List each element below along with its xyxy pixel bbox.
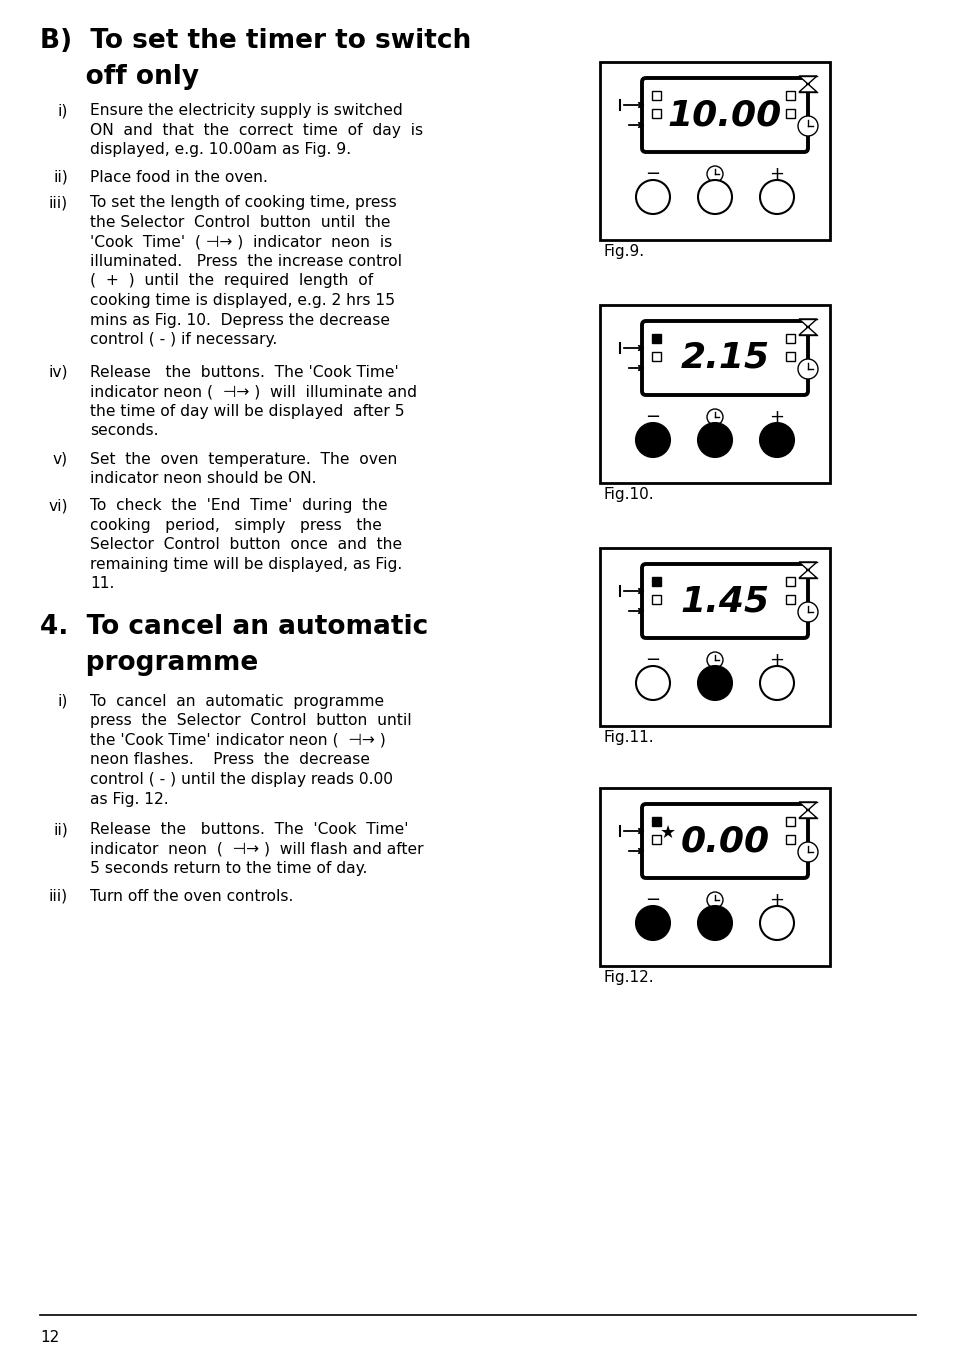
Bar [651, 817, 660, 826]
Bar [651, 334, 660, 343]
Text: −: − [645, 408, 659, 426]
Bar [599, 306, 829, 483]
Circle shape [797, 116, 817, 137]
Text: 0.00: 0.00 [679, 823, 769, 859]
Text: To  check  the  'End  Time'  during  the
cooking   period,   simply   press   th: To check the 'End Time' during the cooki… [90, 498, 402, 591]
Polygon shape [799, 810, 816, 818]
Text: Ensure the electricity supply is switched
ON  and  that  the  correct  time  of : Ensure the electricity supply is switche… [90, 103, 423, 157]
Polygon shape [799, 562, 816, 571]
Bar [651, 91, 660, 100]
Text: Set  the  oven  temperature.  The  oven
indicator neon should be ON.: Set the oven temperature. The oven indic… [90, 452, 397, 487]
Circle shape [698, 667, 731, 700]
Text: To set the length of cooking time, press
the Selector  Control  button  until  t: To set the length of cooking time, press… [90, 195, 401, 347]
FancyBboxPatch shape [641, 78, 807, 151]
Text: −: − [645, 165, 659, 183]
Text: ii): ii) [53, 169, 68, 185]
Text: iii): iii) [49, 888, 68, 903]
Polygon shape [799, 319, 816, 327]
Polygon shape [799, 76, 816, 84]
Bar [785, 836, 794, 844]
Polygon shape [799, 327, 816, 335]
Circle shape [706, 166, 722, 183]
Circle shape [636, 423, 669, 457]
Bar [599, 788, 829, 965]
Circle shape [636, 180, 669, 214]
Text: ★: ★ [659, 823, 676, 842]
Circle shape [797, 360, 817, 379]
Circle shape [760, 180, 793, 214]
Circle shape [760, 906, 793, 940]
Bar [651, 836, 660, 844]
Text: +: + [769, 652, 783, 669]
Text: Fig.9.: Fig.9. [603, 243, 644, 260]
Text: v): v) [52, 452, 68, 466]
Bar [599, 548, 829, 726]
Text: iii): iii) [49, 195, 68, 210]
Bar [651, 352, 660, 361]
Text: programme: programme [40, 650, 258, 676]
Bar [651, 595, 660, 604]
Circle shape [760, 423, 793, 457]
Text: −: − [645, 652, 659, 669]
Text: 4.  To cancel an automatic: 4. To cancel an automatic [40, 614, 428, 639]
Text: off only: off only [40, 64, 199, 91]
Text: −: − [645, 891, 659, 909]
Polygon shape [799, 802, 816, 810]
Bar [785, 352, 794, 361]
Text: To  cancel  an  automatic  programme
press  the  Selector  Control  button  unti: To cancel an automatic programme press t… [90, 694, 411, 807]
FancyBboxPatch shape [641, 804, 807, 877]
Text: Fig.10.: Fig.10. [603, 487, 654, 502]
Circle shape [797, 842, 817, 863]
Text: B)  To set the timer to switch: B) To set the timer to switch [40, 28, 471, 54]
Text: Release   the  buttons.  The 'Cook Time'
indicator neon (  ⊣→ )  will  illuminat: Release the buttons. The 'Cook Time' ind… [90, 365, 416, 438]
FancyBboxPatch shape [641, 320, 807, 395]
Text: i): i) [57, 103, 68, 118]
Circle shape [760, 667, 793, 700]
Circle shape [698, 180, 731, 214]
Circle shape [636, 667, 669, 700]
Text: Release  the   buttons.  The  'Cook  Time'
indicator  neon  (  ⊣→ )  will flash : Release the buttons. The 'Cook Time' ind… [90, 822, 423, 876]
Text: Fig.11.: Fig.11. [603, 730, 654, 745]
Polygon shape [799, 571, 816, 579]
Polygon shape [799, 84, 816, 92]
Bar [785, 334, 794, 343]
Text: vi): vi) [49, 498, 68, 512]
Circle shape [797, 602, 817, 622]
Text: Fig.12.: Fig.12. [603, 969, 654, 986]
Bar [599, 62, 829, 241]
Text: +: + [769, 408, 783, 426]
Bar [651, 110, 660, 118]
Bar [785, 817, 794, 826]
Bar [785, 110, 794, 118]
Text: 12: 12 [40, 1330, 59, 1345]
Text: i): i) [57, 694, 68, 708]
Text: ii): ii) [53, 822, 68, 837]
Text: iv): iv) [49, 365, 68, 380]
FancyBboxPatch shape [641, 564, 807, 638]
Text: +: + [769, 891, 783, 909]
Circle shape [698, 906, 731, 940]
Bar [651, 577, 660, 585]
Circle shape [698, 423, 731, 457]
Text: 10.00: 10.00 [667, 97, 781, 132]
Bar [785, 595, 794, 604]
Bar [785, 91, 794, 100]
Text: 1.45: 1.45 [679, 584, 769, 618]
Circle shape [636, 906, 669, 940]
Circle shape [706, 410, 722, 425]
Bar [785, 577, 794, 585]
Text: 2.15: 2.15 [679, 341, 769, 375]
Circle shape [706, 652, 722, 668]
Text: Place food in the oven.: Place food in the oven. [90, 169, 268, 185]
Text: Turn off the oven controls.: Turn off the oven controls. [90, 888, 294, 903]
Circle shape [706, 892, 722, 909]
Text: +: + [769, 165, 783, 183]
